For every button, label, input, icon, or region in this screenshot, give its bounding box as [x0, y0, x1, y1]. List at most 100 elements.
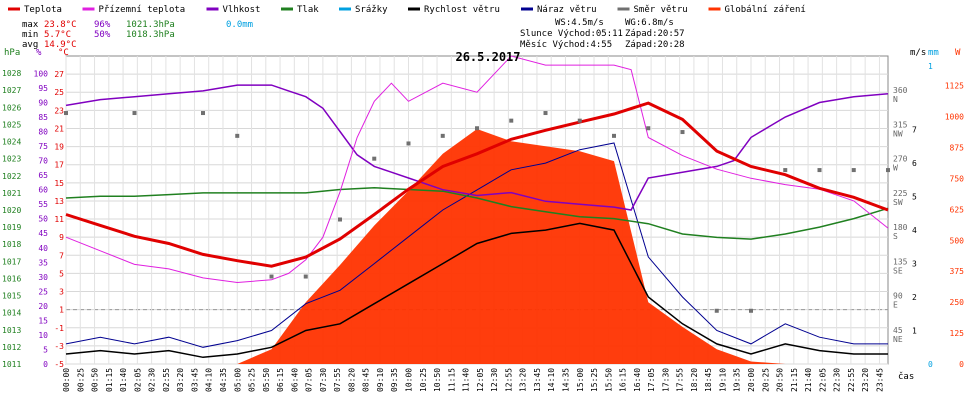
x-tick-label: 02:30	[148, 368, 157, 392]
stats-min-temp: 5.7°C	[44, 30, 71, 40]
y-tick-hpa: 1012	[2, 343, 21, 352]
direction-point	[817, 168, 822, 173]
stats-max-press: 1021.3hPa	[126, 20, 175, 30]
x-tick-label: 14:35	[561, 368, 570, 392]
series-line-tlak	[65, 187, 889, 240]
y-tick-percent: 100	[34, 69, 49, 78]
y-tick-radiation: 0	[959, 360, 964, 369]
y-tick-radiation: 500	[950, 236, 965, 245]
y-tick-hpa: 1013	[2, 326, 21, 335]
x-tick-label: 05:50	[262, 368, 271, 392]
x-tick-label: 13:45	[533, 368, 542, 392]
axis-title-hpa: hPa	[4, 48, 20, 58]
x-tick-label: 17:55	[676, 368, 685, 392]
x-tick-label: 12:55	[504, 368, 513, 392]
info-mesic: Měsíc Východ:4:55	[520, 40, 612, 50]
y-tick-celsius: 19	[54, 143, 64, 152]
y-tick-radiation: 375	[950, 267, 965, 276]
y-tick-direction: 45	[893, 326, 903, 335]
y-tick-percent: 35	[38, 258, 48, 267]
x-tick-label: 17:30	[661, 368, 670, 392]
y-tick-radiation: 125	[950, 329, 965, 338]
y-tick-radiation: 1125	[945, 82, 964, 91]
x-tick-label: 15:00	[576, 368, 585, 392]
info-mesic-zapad: Západ:20:28	[625, 40, 685, 50]
y-tick-wind: 7	[912, 126, 917, 135]
y-tick-percent: 40	[38, 244, 48, 253]
x-tick-label: 16:40	[633, 368, 642, 392]
series-area-globalni-zareni	[237, 129, 786, 364]
x-tick-label: 04:35	[219, 368, 228, 392]
legend-label-teplota: Teplota	[24, 5, 62, 15]
x-tick-label: 10:25	[419, 368, 428, 392]
axis-title-radiation: W	[955, 48, 961, 58]
y-tick-radiation: 250	[950, 298, 965, 307]
x-tick-label: 08:45	[362, 368, 371, 392]
stats-block: max 23.8°C 96% 1021.3hPa 0.0mm min 5.7°C…	[22, 20, 253, 50]
y-tick-percent: 45	[38, 229, 48, 238]
x-tick-label: 22:05	[818, 368, 827, 392]
axis-title-celsius: °C	[58, 48, 69, 58]
y-tick-celsius: -5	[54, 360, 64, 369]
y-tick-percent: 5	[43, 345, 48, 354]
y-tick-celsius: 9	[59, 233, 64, 242]
y-tick-percent: 55	[38, 200, 48, 209]
x-tick-label: 03:20	[176, 368, 185, 392]
y-tick-wind: 6	[912, 159, 917, 168]
y-tick-percent: 65	[38, 171, 48, 180]
x-tick-label: 12:05	[476, 368, 485, 392]
chart-title: 26.5.2017	[455, 50, 520, 64]
y-tick-hpa: 1015	[2, 292, 21, 301]
x-tick-label: 06:40	[290, 368, 299, 392]
x-tick-label: 16:15	[619, 368, 628, 392]
stats-avg-temp: 14.9°C	[44, 40, 77, 50]
x-tick-label: 08:20	[347, 368, 356, 392]
legend-label-srazky: Srážky	[355, 5, 388, 15]
y-tick-wind: 2	[912, 293, 917, 302]
y-tick-direction-name: E	[893, 301, 898, 310]
plot-area	[64, 55, 890, 364]
y-tick-hpa: 1025	[2, 120, 21, 129]
series-line-prizemni-teplota	[65, 55, 889, 284]
x-tick-label: 05:00	[233, 368, 242, 392]
y-tick-hpa: 1018	[2, 240, 21, 249]
direction-point	[338, 217, 342, 222]
x-tick-label: 05:25	[248, 368, 257, 392]
y-tick-percent: 50	[38, 215, 48, 224]
x-tick-label: 22:30	[833, 368, 842, 392]
x-tick-label: 00:50	[91, 368, 100, 392]
x-tick-label: 18:45	[704, 368, 713, 392]
x-tick-label: 19:35	[733, 368, 742, 392]
direction-point	[749, 308, 753, 313]
legend-label-prizemni_teplota: Přízemní teplota	[99, 5, 186, 15]
y-tick-celsius: -1	[54, 324, 64, 333]
direction-point	[783, 168, 788, 173]
x-tick-label: 10:50	[433, 368, 442, 392]
y-tick-hpa: 1014	[2, 309, 21, 318]
y-tick-percent: 10	[38, 331, 48, 340]
stats-max-hum: 96%	[94, 20, 111, 30]
direction-point	[851, 168, 856, 173]
stats-max-rain: 0.0mm	[226, 20, 253, 30]
x-tick-label: 09:35	[390, 368, 399, 392]
y-tick-percent: 30	[38, 273, 48, 282]
x-tick-label: 15:25	[590, 368, 599, 392]
y-tick-hpa: 1011	[2, 360, 21, 369]
info-wg: WG:6.8m/s	[625, 18, 674, 28]
x-tick-label: 11:40	[462, 368, 471, 392]
direction-point	[680, 130, 685, 135]
y-tick-direction-name: NE	[893, 335, 903, 344]
x-tick-label: 20:25	[761, 368, 770, 392]
direction-point	[269, 274, 274, 279]
info-ws: WS:4.5m/s	[555, 18, 604, 28]
info-slunce: Slunce Východ:05:11	[520, 29, 623, 39]
x-tick-label: 04:10	[205, 368, 214, 392]
y-tick-celsius: 23	[54, 106, 64, 115]
series-line-naraz-vetru	[65, 142, 888, 348]
x-tick-label: 21:40	[804, 368, 813, 392]
x-tick-label: 07:05	[305, 368, 314, 392]
y-tick-hpa: 1020	[2, 206, 21, 215]
x-tick-label: 01:40	[119, 368, 128, 392]
y-tick-radiation: 625	[950, 205, 965, 214]
